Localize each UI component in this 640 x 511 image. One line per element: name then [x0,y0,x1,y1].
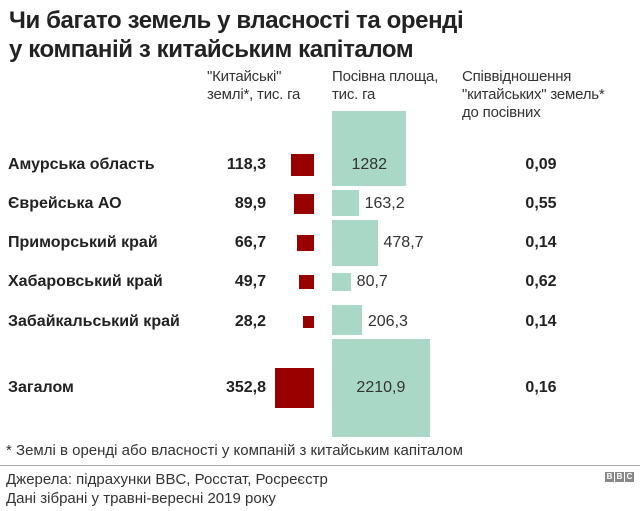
header-text: землі*, тис. га [207,86,301,103]
chinese-land-value: 66,7 [234,234,266,251]
sown-area-value: 206,3 [367,313,408,330]
header-text: тис. га [332,86,376,103]
header-ratio: Співвідношення "китайських" земель* до п… [462,68,605,122]
chinese-land-square [274,368,314,408]
source: Джерела: підрахунки BBC, Росстат, Росреє… [6,470,328,508]
region-label: Забайкальський край [8,313,180,330]
sown-area-value: 80,7 [356,273,388,290]
header-sown-area: Посівна площа, тис. га [332,68,438,104]
ratio-value: 0,14 [525,313,557,330]
chinese-land-square [294,194,314,214]
header-text: "китайських" земель* [462,86,605,103]
ratio-value: 0,14 [525,234,557,251]
footnote: * Землі в оренді або власності у компані… [6,442,463,459]
sown-area-square [332,111,407,186]
chinese-land-value: 49,7 [234,273,266,290]
region-label: Хабаровський край [8,273,163,290]
region-label: Єврейська АО [8,195,122,212]
sown-area-square [332,220,378,266]
sown-area-square [332,305,362,336]
sown-area-square [332,339,430,437]
chinese-land-square [291,153,314,177]
chinese-land-value: 28,2 [234,313,266,330]
sown-area-value: 163,2 [364,195,405,212]
ratio-value: 0,55 [525,195,557,212]
chinese-land-value: 118,3 [226,156,266,173]
region-label: Приморський край [8,234,158,251]
sown-area-value: 1282 [351,156,388,173]
chart-title: Чи багато земель у власності та оренді у… [9,6,464,64]
header-text: до посівних [462,104,541,121]
title-line-1: Чи багато земель у власності та оренді [9,7,464,34]
source-line-1: Джерела: підрахунки BBC, Росстат, Росреє… [6,471,328,488]
chinese-land-square [297,234,314,252]
ratio-value: 0,09 [525,156,557,173]
header-text: Посівна площа, [332,68,439,85]
ratio-value: 0,16 [525,379,557,396]
sown-area-value: 478,7 [383,234,424,251]
header-chinese-land: "Китайські" землі*, тис. га [207,68,300,104]
header-text: Співвідношення [462,68,572,85]
sown-area-square [332,272,351,292]
sown-area-value: 2210,9 [356,379,406,396]
chinese-land-square [299,274,314,290]
chinese-land-value: 352,8 [225,379,266,396]
sown-area-square [332,189,359,217]
source-line-2: Дані зібрані у травні-вересні 2019 року [6,490,276,507]
chinese-land-square [302,316,314,328]
region-label: Загалом [8,379,74,396]
ratio-value: 0,62 [525,273,557,290]
divider [0,465,640,466]
region-label: Амурська область [8,156,155,173]
header-text: "Китайські" [207,68,282,85]
chinese-land-value: 89,9 [234,195,266,212]
title-line-2: у компаній з китайським капіталом [9,36,414,63]
